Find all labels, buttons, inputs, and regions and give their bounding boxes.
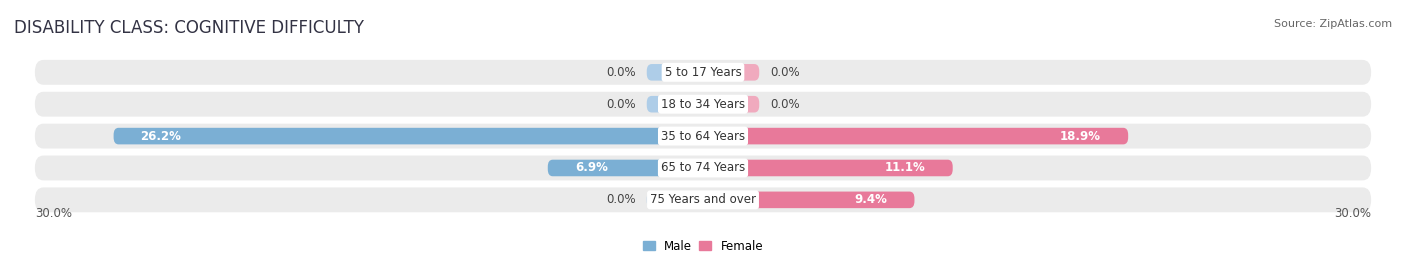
Text: 0.0%: 0.0% (606, 66, 636, 79)
FancyBboxPatch shape (114, 128, 703, 144)
Text: 26.2%: 26.2% (141, 130, 181, 143)
FancyBboxPatch shape (35, 155, 1371, 180)
Text: Source: ZipAtlas.com: Source: ZipAtlas.com (1274, 19, 1392, 29)
FancyBboxPatch shape (35, 124, 1371, 148)
FancyBboxPatch shape (35, 187, 1371, 212)
Text: 30.0%: 30.0% (1334, 207, 1371, 220)
Text: 18 to 34 Years: 18 to 34 Years (661, 98, 745, 111)
Text: 11.1%: 11.1% (884, 161, 925, 175)
FancyBboxPatch shape (647, 64, 703, 81)
Legend: Male, Female: Male, Female (643, 240, 763, 253)
FancyBboxPatch shape (703, 96, 759, 112)
Text: 0.0%: 0.0% (770, 66, 800, 79)
FancyBboxPatch shape (35, 92, 1371, 117)
Text: 18.9%: 18.9% (1060, 130, 1101, 143)
Text: 30.0%: 30.0% (35, 207, 72, 220)
FancyBboxPatch shape (647, 96, 703, 112)
FancyBboxPatch shape (647, 192, 703, 208)
FancyBboxPatch shape (703, 160, 953, 176)
FancyBboxPatch shape (703, 64, 759, 81)
Text: 5 to 17 Years: 5 to 17 Years (665, 66, 741, 79)
FancyBboxPatch shape (35, 60, 1371, 85)
FancyBboxPatch shape (703, 128, 1128, 144)
Text: 35 to 64 Years: 35 to 64 Years (661, 130, 745, 143)
Text: 9.4%: 9.4% (855, 193, 887, 206)
FancyBboxPatch shape (703, 192, 914, 208)
Text: 65 to 74 Years: 65 to 74 Years (661, 161, 745, 175)
FancyBboxPatch shape (548, 160, 703, 176)
Text: 0.0%: 0.0% (606, 98, 636, 111)
Text: 6.9%: 6.9% (575, 161, 607, 175)
Text: 75 Years and over: 75 Years and over (650, 193, 756, 206)
Text: DISABILITY CLASS: COGNITIVE DIFFICULTY: DISABILITY CLASS: COGNITIVE DIFFICULTY (14, 19, 364, 37)
Text: 0.0%: 0.0% (606, 193, 636, 206)
Text: 0.0%: 0.0% (770, 98, 800, 111)
